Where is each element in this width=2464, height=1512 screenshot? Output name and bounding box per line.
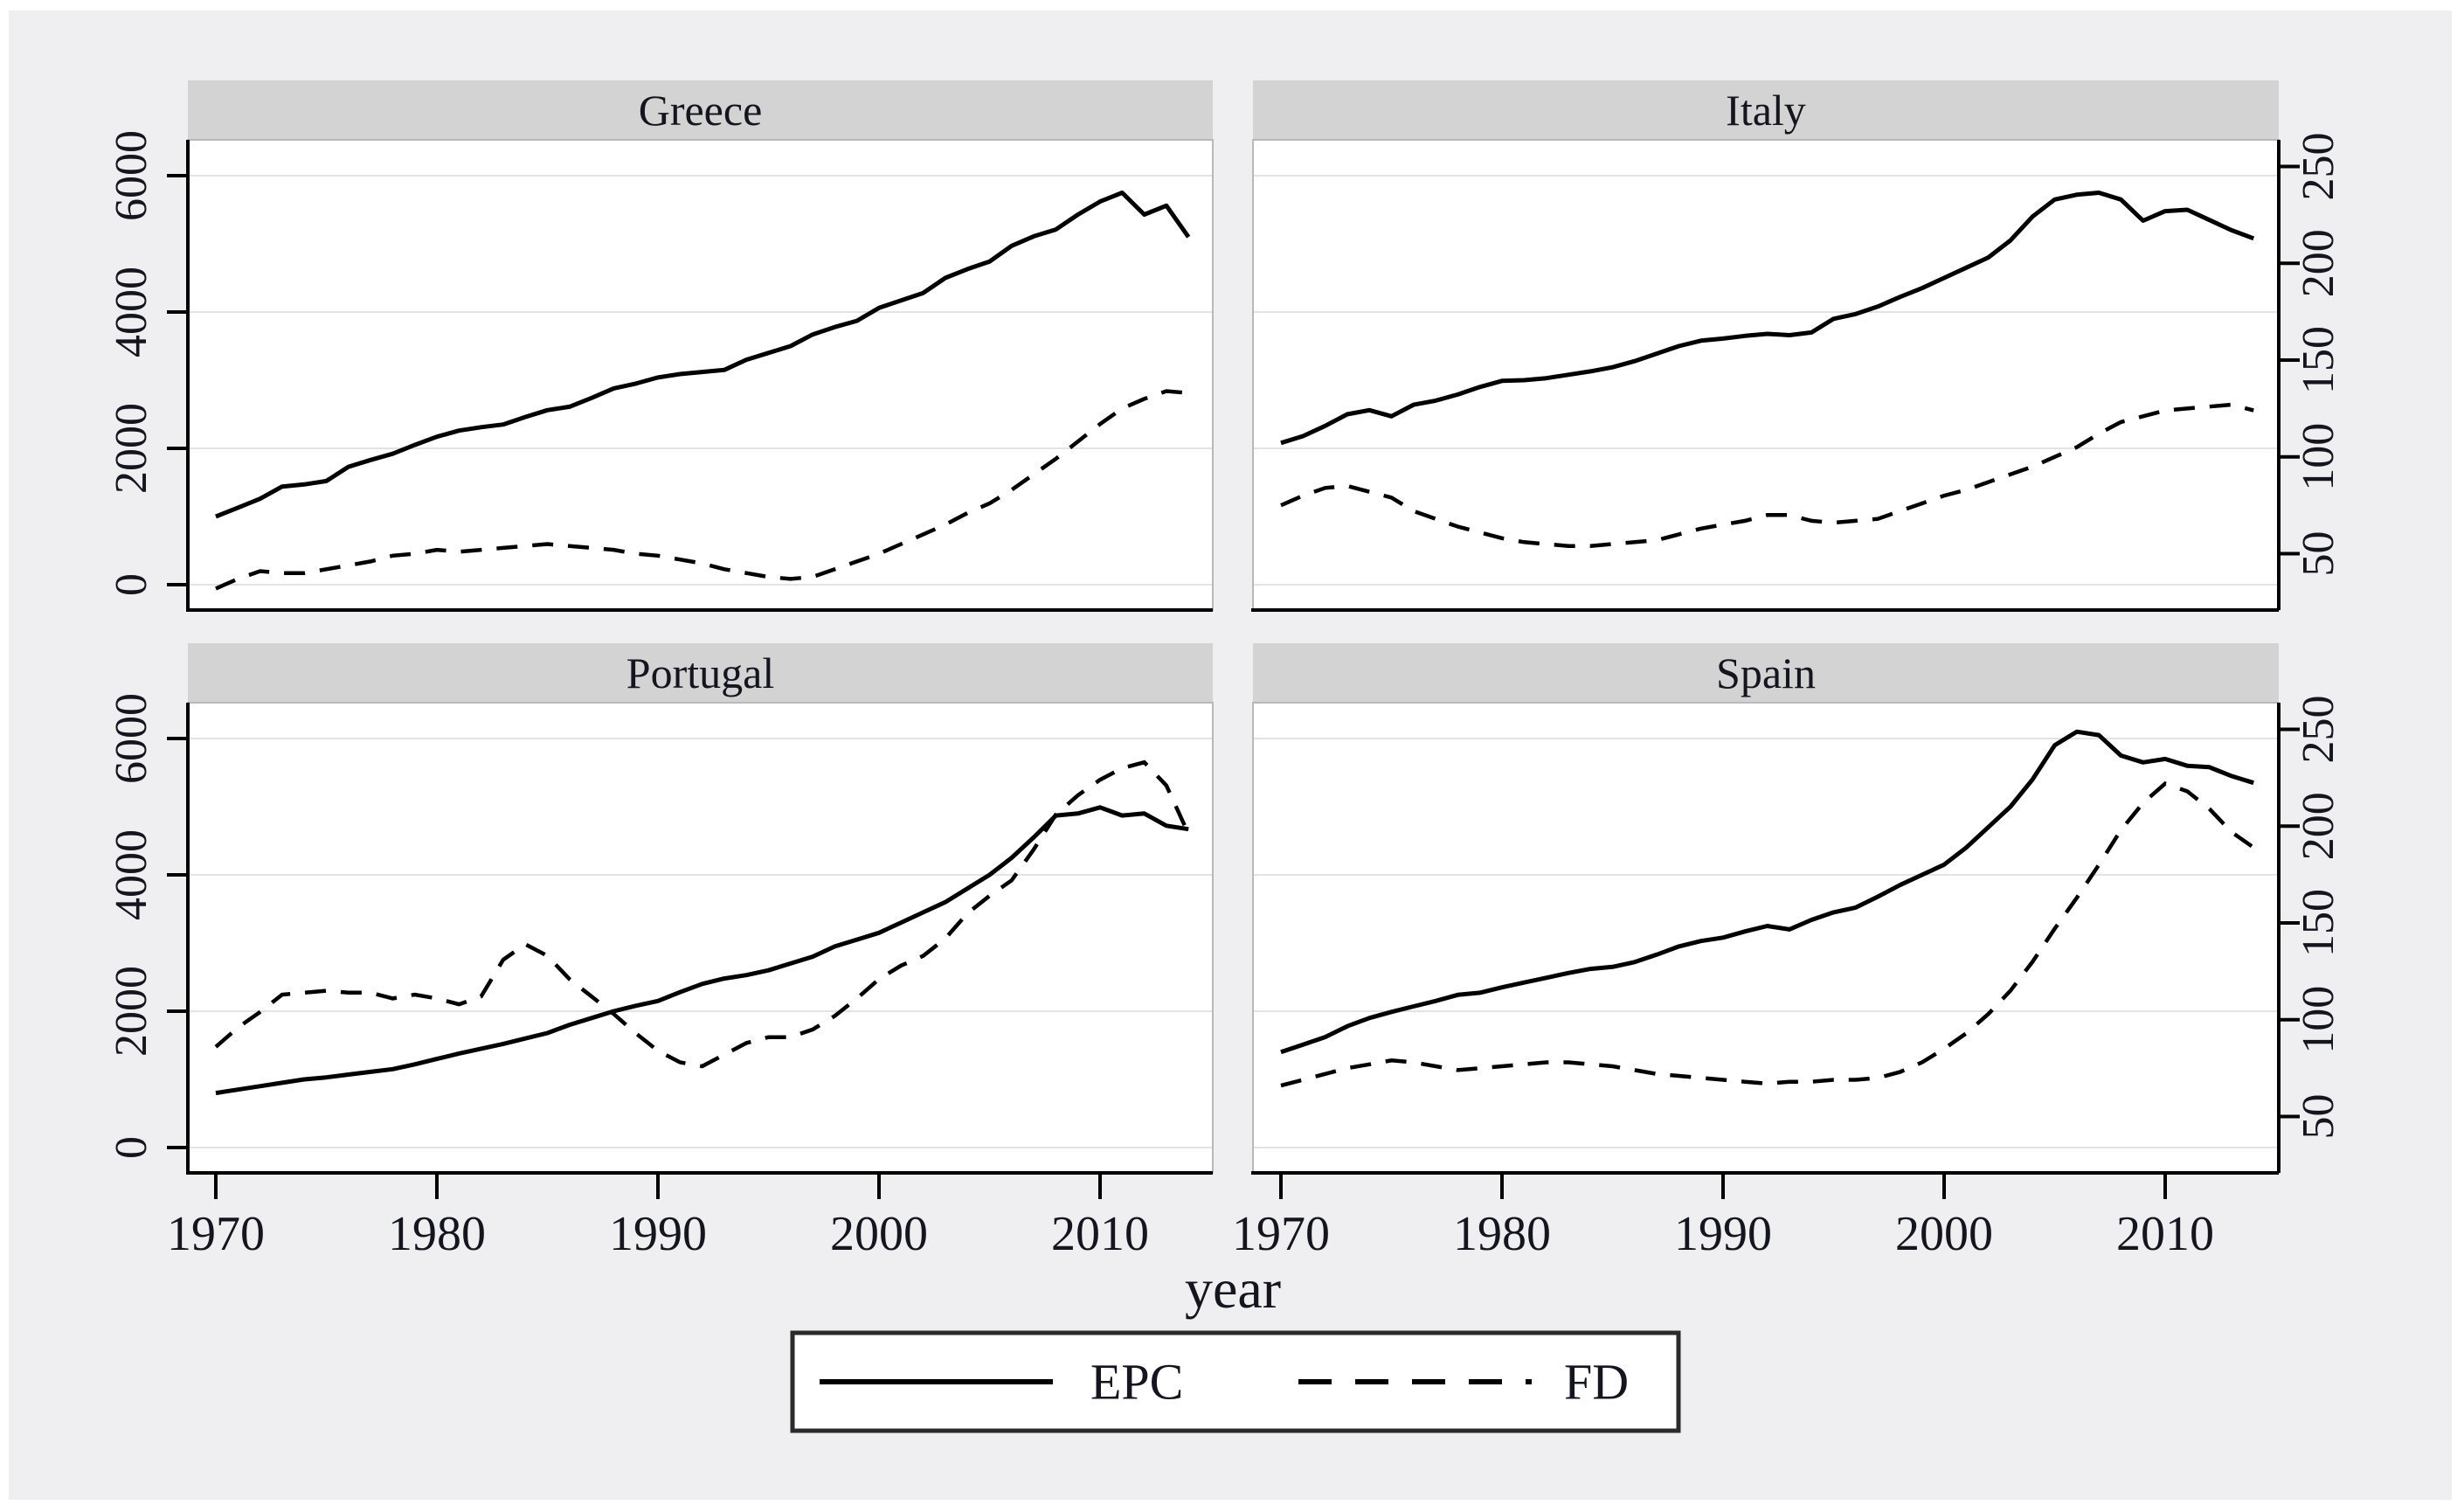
plot-area-greece xyxy=(188,140,1213,610)
plot-area-spain xyxy=(1253,703,2279,1173)
plot-area-portugal xyxy=(188,703,1213,1173)
right-axis-tick-label: 250 xyxy=(2294,133,2343,201)
x-axis-tick-label: 2010 xyxy=(1051,1207,1149,1261)
right-axis-tick-label: 100 xyxy=(2294,986,2343,1054)
plot-area-italy xyxy=(1253,140,2279,610)
epc-line-spain xyxy=(1280,729,2254,1055)
fd-line-portugal xyxy=(214,759,1191,1069)
x-axis-tick-label: 1970 xyxy=(1232,1207,1330,1261)
panel-greece: Greece 0 2000 4000 6000 xyxy=(107,80,1214,612)
panels: Greece0200040006000Italy50100150200250Po… xyxy=(107,80,2343,1261)
epc-line-greece xyxy=(215,191,1191,519)
right-axis-tick-label: 50 xyxy=(2294,531,2343,577)
right-axis-tick-label: 100 xyxy=(2294,423,2343,491)
right-axis-tick-label: 50 xyxy=(2294,1094,2343,1140)
panel-spain: Spain 50 100 150 200 250 1970 1980 1990 2000 2010 xyxy=(1232,643,2343,1261)
x-axis-tick-label: 2000 xyxy=(1895,1207,1993,1261)
right-axis-tick-label: 200 xyxy=(2294,229,2343,297)
x-axis-tick-label: 1980 xyxy=(1453,1207,1551,1261)
panel-title-greece: Greece xyxy=(639,86,763,135)
x-axis-title: year xyxy=(1185,1258,1281,1320)
x-axis-tick-label: 2010 xyxy=(2116,1207,2214,1261)
x-axis-tick-label: 1990 xyxy=(1674,1207,1772,1261)
legend: EPC FD xyxy=(790,1330,1681,1433)
right-axis-tick-label: 150 xyxy=(2294,326,2343,394)
right-axis-tick-label: 150 xyxy=(2294,889,2343,957)
right-axis-tick-label: 200 xyxy=(2294,792,2343,860)
x-axis-tick-label: 1980 xyxy=(388,1207,486,1261)
panel-header-portugal xyxy=(188,643,1213,703)
legend-epc-label: EPC xyxy=(1090,1354,1183,1411)
panel-portugal: Portugal 0 2000 4000 6000 1970 1980 1990 2000 201… xyxy=(107,643,1214,1261)
panel-header-spain xyxy=(1253,643,2279,703)
right-axis-tick-label: 250 xyxy=(2294,696,2343,764)
x-axis-tick-label: 2000 xyxy=(830,1207,928,1261)
panel-title-portugal: Portugal xyxy=(626,648,774,697)
left-axis-tick-label: 4000 xyxy=(107,829,156,920)
panel-header-greece xyxy=(188,80,1213,140)
left-axis-tick-label: 2000 xyxy=(107,966,156,1057)
left-axis-tick-label: 4000 xyxy=(107,267,156,357)
left-axis-tick-label: 0 xyxy=(107,1136,156,1159)
legend-fd-label: FD xyxy=(1564,1354,1629,1411)
left-axis-tick-label: 2000 xyxy=(107,403,156,494)
epc-line-italy xyxy=(1280,191,2255,446)
epc-line-portugal xyxy=(215,805,1189,1096)
fd-line-italy xyxy=(1280,402,2254,548)
fd-line-spain xyxy=(1280,781,2255,1088)
left-axis-tick-label: 6000 xyxy=(107,130,156,221)
panel-title-italy: Italy xyxy=(1726,86,1806,135)
panel-title-spain: Spain xyxy=(1716,648,1816,697)
fd-line-greece xyxy=(215,389,1189,591)
panel-header-italy xyxy=(1253,80,2279,140)
panel-italy: Italy 50 100 150 200 250 xyxy=(1251,80,2343,612)
x-axis-tick-label: 1970 xyxy=(167,1207,265,1261)
left-axis-tick-label: 6000 xyxy=(107,693,156,784)
x-axis-tick-label: 1990 xyxy=(609,1207,707,1261)
left-axis-tick-label: 0 xyxy=(107,573,156,596)
